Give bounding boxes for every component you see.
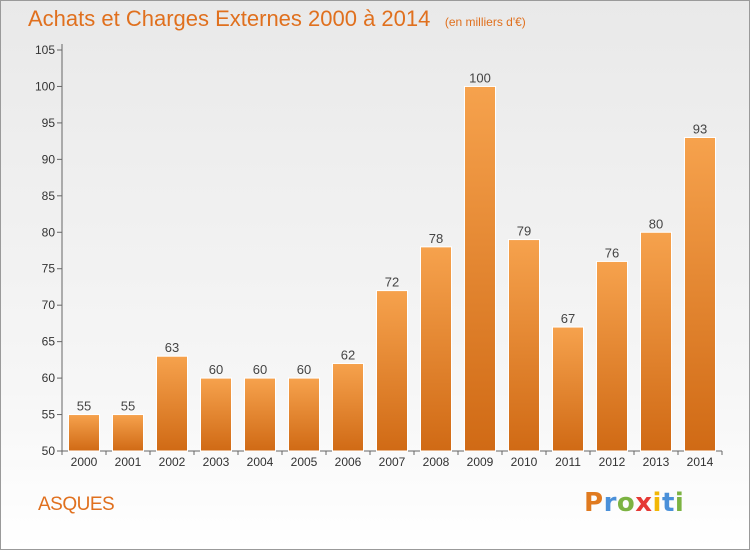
data-label-2001: 55 xyxy=(121,399,135,414)
bar-2013 xyxy=(640,231,672,452)
bar-2008 xyxy=(420,246,452,452)
bar-2004 xyxy=(244,377,276,452)
logo-letter: P xyxy=(584,488,604,518)
chart-header: Achats et Charges Externes 2000 à 2014 (… xyxy=(28,6,526,32)
x-tick-label: 2001 xyxy=(115,455,142,469)
y-tick-label: 65 xyxy=(42,335,56,349)
bar-2012 xyxy=(596,260,628,452)
logo-letter: o xyxy=(616,488,636,518)
x-tick-label: 2014 xyxy=(687,455,714,469)
y-tick-label: 105 xyxy=(35,43,55,57)
y-axis: 50 55 60 65 70 75 80 85 90 95 100 105 xyxy=(35,43,63,458)
y-tick-label: 95 xyxy=(42,116,56,130)
data-label-2007: 72 xyxy=(385,275,399,290)
bar-2006 xyxy=(332,363,364,452)
y-tick-label: 80 xyxy=(42,225,56,239)
chart-subtitle: (en milliers d'€) xyxy=(444,15,526,29)
data-label-2009: 100 xyxy=(469,70,491,85)
x-tick-label: 2009 xyxy=(467,455,494,469)
x-tick-label: 2012 xyxy=(599,455,626,469)
data-label-2006: 62 xyxy=(341,348,355,363)
x-axis: 2000 2001 2002 2003 2004 2005 2006 2007 2008 2009… xyxy=(61,450,723,469)
data-label-2014: 93 xyxy=(693,121,707,136)
bar-2003 xyxy=(200,377,232,452)
x-tick-label: 2008 xyxy=(423,455,450,469)
x-tick-label: 2003 xyxy=(203,455,230,469)
y-tick-label: 100 xyxy=(35,79,55,93)
bar-2010 xyxy=(508,239,540,452)
bar-2007 xyxy=(376,290,408,452)
data-label-2005: 60 xyxy=(297,362,311,377)
y-tick-label: 50 xyxy=(42,444,56,458)
y-tick-label: 85 xyxy=(42,189,56,203)
x-tick-label: 2007 xyxy=(379,455,406,469)
chart-title: Achats et Charges Externes 2000 à 2014 xyxy=(28,6,431,31)
x-tick-label: 2004 xyxy=(247,455,274,469)
proxiti-logo[interactable]: Proxiti xyxy=(584,488,684,518)
data-label-2003: 60 xyxy=(209,362,223,377)
data-label-2010: 79 xyxy=(517,224,531,239)
data-label-2011: 67 xyxy=(561,311,575,326)
data-label-2000: 55 xyxy=(77,399,91,414)
bar-2011 xyxy=(552,326,584,452)
data-label-2004: 60 xyxy=(253,362,267,377)
data-label-2013: 80 xyxy=(649,216,663,231)
data-label-2002: 63 xyxy=(165,340,179,355)
logo-letter: x xyxy=(635,488,653,518)
x-tick-label: 2002 xyxy=(159,455,186,469)
bar-2000 xyxy=(68,414,100,452)
x-tick-label: 2006 xyxy=(335,455,362,469)
x-tick-label: 2011 xyxy=(555,455,581,469)
commune-name: ASQUES xyxy=(38,494,115,515)
y-tick-label: 55 xyxy=(42,408,56,422)
y-tick-label: 75 xyxy=(42,262,56,276)
bar-2002 xyxy=(156,355,188,452)
logo-letter: t xyxy=(661,488,675,518)
y-tick-label: 90 xyxy=(42,152,56,166)
x-tick-label: 2010 xyxy=(511,455,538,469)
bar-series xyxy=(68,85,716,452)
y-tick-label: 60 xyxy=(42,371,56,385)
logo-letter: i xyxy=(674,488,685,518)
x-tick-label: 2013 xyxy=(643,455,670,469)
bar-2009 xyxy=(464,85,496,452)
x-tick-label: 2000 xyxy=(71,455,98,469)
data-label-2008: 78 xyxy=(429,231,443,246)
bar-2014 xyxy=(684,136,716,452)
logo-letter: r xyxy=(603,488,617,518)
logo-letter: i xyxy=(652,488,662,518)
data-label-2012: 76 xyxy=(605,245,619,260)
bar-2001 xyxy=(112,414,144,452)
x-tick-label: 2005 xyxy=(291,455,318,469)
y-tick-label: 70 xyxy=(42,298,56,312)
bar-2005 xyxy=(288,377,320,452)
data-labels: 55 55 63 60 60 60 62 72 78 100 79 67 76 80 93 xyxy=(77,70,707,413)
